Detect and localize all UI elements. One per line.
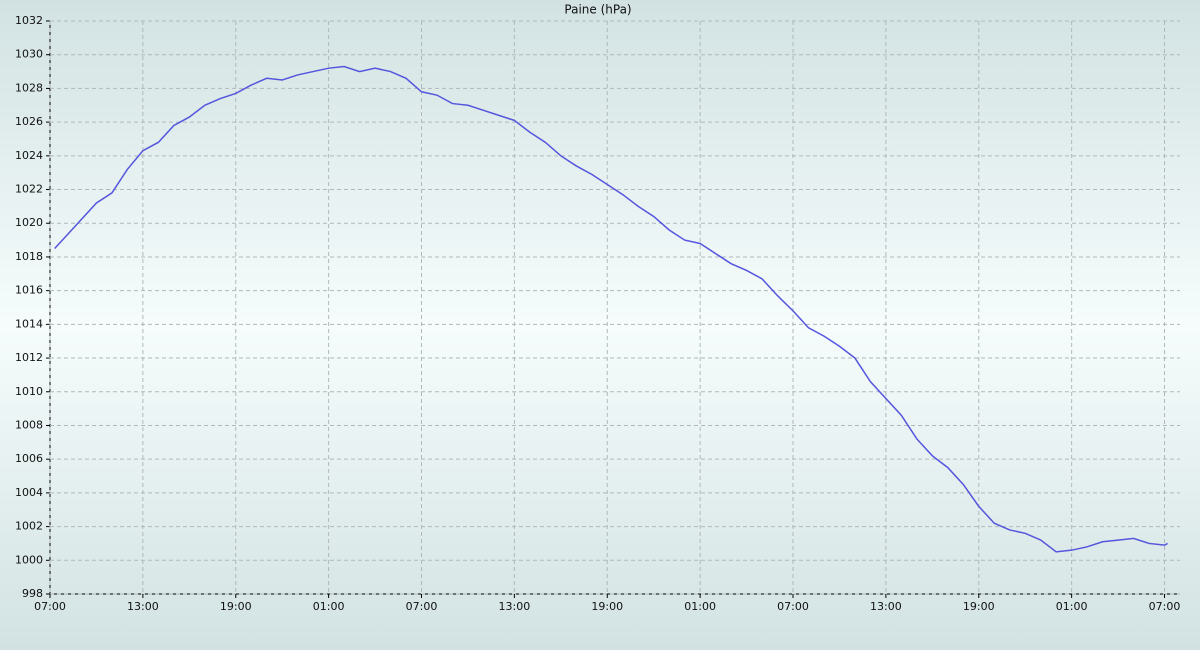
x-tick-label: 01:00 — [684, 600, 716, 613]
y-tick-label: 1016 — [15, 284, 43, 297]
y-tick-label: 1010 — [15, 385, 43, 398]
x-tick-label: 19:00 — [220, 600, 252, 613]
x-tick-label: 19:00 — [963, 600, 995, 613]
x-tick-label: 01:00 — [1056, 600, 1088, 613]
y-tick-label: 1022 — [15, 183, 43, 196]
y-tick-label: 998 — [22, 587, 43, 600]
y-tick-label: 1014 — [15, 317, 43, 330]
x-tick-label: 19:00 — [591, 600, 623, 613]
x-tick-label: 07:00 — [406, 600, 438, 613]
y-tick-label: 1012 — [15, 351, 43, 364]
chart-title: Paine (hPa) — [564, 3, 631, 17]
y-tick-label: 1000 — [15, 553, 43, 566]
x-tick-label: 13:00 — [127, 600, 159, 613]
y-tick-label: 1020 — [15, 216, 43, 229]
x-tick-label: 07:00 — [777, 600, 809, 613]
y-tick-label: 1024 — [15, 149, 43, 162]
x-tick-label: 13:00 — [870, 600, 902, 613]
x-tick-label: 01:00 — [313, 600, 345, 613]
y-tick-label: 1008 — [15, 418, 43, 431]
data-line — [54, 65, 1168, 553]
y-tick-label: 1032 — [15, 14, 43, 27]
y-tick-label: 1030 — [15, 48, 43, 61]
y-tick-label: 1002 — [15, 520, 43, 533]
x-tick-label: 13:00 — [499, 600, 531, 613]
y-tick-label: 1018 — [15, 250, 43, 263]
x-tick-label: 07:00 — [1149, 600, 1181, 613]
y-tick-label: 1004 — [15, 486, 43, 499]
y-tick-label: 1028 — [15, 81, 43, 94]
y-tick-label: 1006 — [15, 452, 43, 465]
x-tick-label: 07:00 — [34, 600, 66, 613]
y-tick-label: 1026 — [15, 115, 43, 128]
